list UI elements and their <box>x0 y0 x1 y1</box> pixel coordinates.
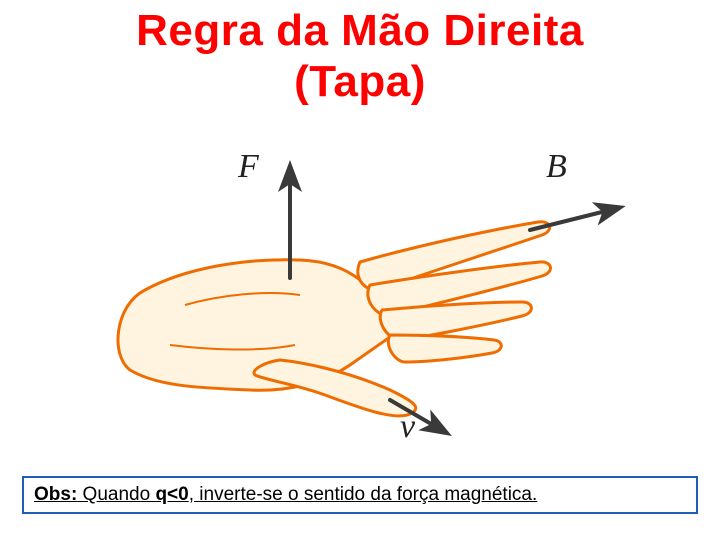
slide-title: Regra da Mão Direita (Tapa) <box>0 6 720 107</box>
vector-label-f: F <box>238 148 259 186</box>
vector-label-b: B <box>546 148 567 186</box>
obs-label: Obs: <box>34 484 77 505</box>
title-line-1: Regra da Mão Direita <box>136 6 584 55</box>
obs-q-expr: q<0 <box>155 484 188 505</box>
obs-before: Quando <box>77 484 155 505</box>
obs-after: , inverte-se o sentido da força magnétic… <box>189 484 538 505</box>
observation-text: Obs: Quando q<0, inverte-se o sentido da… <box>34 484 537 505</box>
vector-label-v: v <box>400 408 415 446</box>
slide-root: Regra da Mão Direita (Tapa) <box>0 0 720 540</box>
observation-box: Obs: Quando q<0, inverte-se o sentido da… <box>22 476 698 514</box>
hand-illustration <box>90 140 630 450</box>
hand-rule-diagram: F B v <box>90 140 630 450</box>
title-line-2: (Tapa) <box>294 57 426 106</box>
